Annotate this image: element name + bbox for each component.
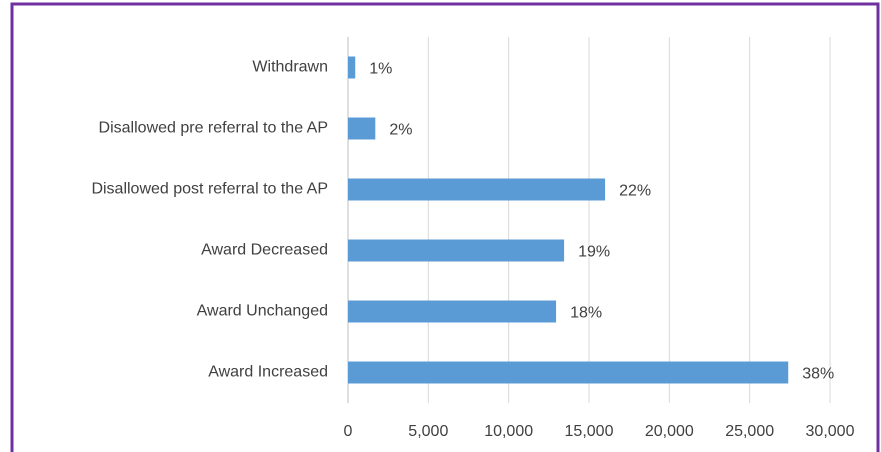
x-tick-label: 25,000 — [725, 423, 774, 440]
data-label: 1% — [369, 61, 392, 78]
data-label: 38% — [802, 366, 834, 383]
bar — [348, 117, 376, 140]
frame — [10, 2, 880, 452]
x-tick-label: 15,000 — [565, 423, 614, 440]
x-tick-label: 0 — [344, 423, 353, 440]
x-tick-label: 20,000 — [645, 423, 694, 440]
x-tick-label: 10,000 — [484, 423, 533, 440]
bar — [348, 178, 606, 201]
x-tick-label: 30,000 — [806, 423, 855, 440]
y-tick-label: Withdrawn — [252, 59, 328, 76]
data-label: 18% — [570, 305, 602, 322]
bar — [348, 239, 565, 262]
x-tick-label: 5,000 — [408, 423, 448, 440]
bar — [348, 300, 557, 323]
y-tick-label: Award Decreased — [201, 242, 328, 259]
y-tick-label: Disallowed post referral to the AP — [91, 181, 328, 198]
y-tick-label: Award Unchanged — [197, 303, 328, 320]
y-tick-label: Award Increased — [208, 364, 328, 381]
data-label: 19% — [578, 244, 610, 261]
bar — [348, 361, 789, 384]
data-label: 2% — [389, 122, 412, 139]
bar — [348, 56, 356, 79]
y-tick-label: Disallowed pre referral to the AP — [99, 120, 328, 137]
data-label: 22% — [619, 183, 651, 200]
